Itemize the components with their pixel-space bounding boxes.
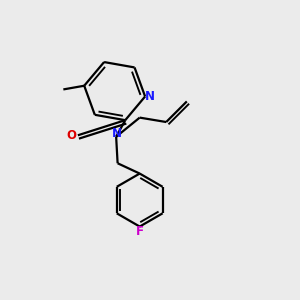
Text: N: N — [112, 127, 122, 140]
Text: O: O — [66, 129, 76, 142]
Text: F: F — [136, 225, 144, 239]
Text: N: N — [145, 90, 154, 103]
